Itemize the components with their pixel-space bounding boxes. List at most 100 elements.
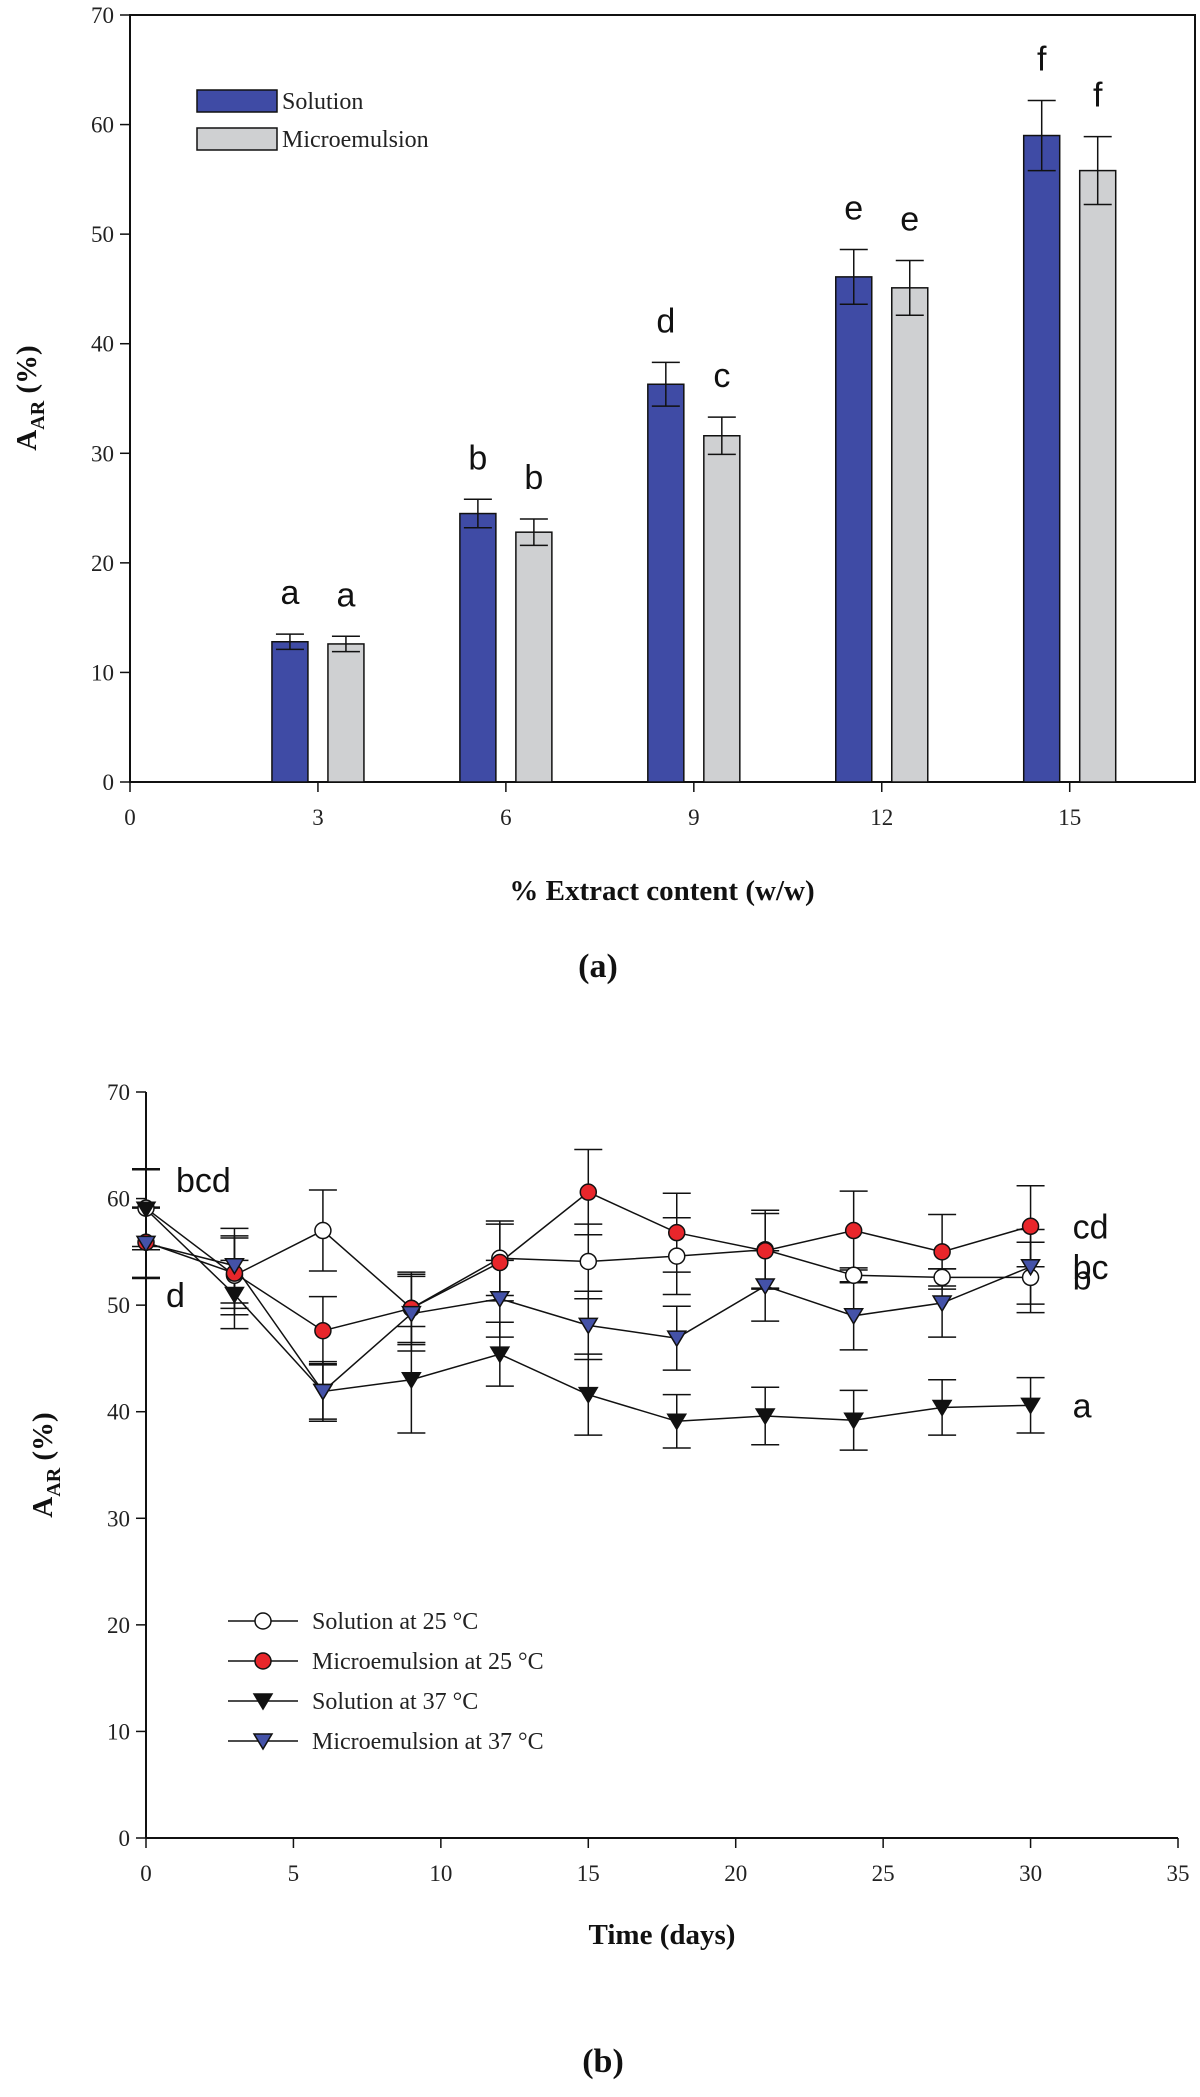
significance-letter: f — [1037, 40, 1047, 78]
panel-b-markers — [135, 1183, 1041, 1431]
x-tick-label: 35 — [1167, 1861, 1190, 1886]
marker-microemulsion-37 — [312, 1383, 334, 1401]
bar-microemulsion — [891, 287, 929, 783]
significance-letter: e — [844, 189, 863, 227]
panel-a-bars — [271, 134, 1117, 783]
panel-b-label: (b) — [582, 2043, 624, 2080]
x-tick-label: 3 — [312, 805, 324, 830]
x-tick-label: 20 — [724, 1861, 747, 1886]
bar-solution — [459, 512, 497, 783]
marker-solution-37 — [931, 1399, 953, 1417]
marker-microemulsion-37 — [931, 1295, 953, 1313]
panel-b-y-axis-title: AAR (%) — [27, 1412, 65, 1517]
panel-a-y-axis-title-tail: (%) — [11, 345, 43, 401]
annotation-d: d — [166, 1277, 185, 1315]
series-letter-microemulsion-37: bc — [1073, 1249, 1109, 1287]
significance-letter: c — [713, 357, 730, 395]
legend-label-microemulsion-37: Microemulsion at 37 °C — [312, 1729, 544, 1755]
legend-label-solution: Solution — [282, 89, 363, 115]
bar-microemulsion — [327, 643, 365, 783]
marker-microemulsion-37 — [224, 1257, 245, 1276]
y-tick-label: 20 — [91, 551, 114, 576]
marker-microemulsion-37 — [754, 1278, 776, 1296]
panel-a-axis-ticks: 0 10 20 30 40 50 60 70 0 3 6 9 12 15 — [91, 3, 1081, 830]
y-tick-label: 60 — [91, 113, 114, 138]
legend-label-microemulsion-25: Microemulsion at 25 °C — [312, 1649, 544, 1675]
bar-microemulsion — [515, 531, 553, 783]
significance-letter: b — [524, 459, 543, 497]
marker-microemulsion-37 — [489, 1291, 511, 1309]
series-letter-solution-37: a — [1073, 1387, 1092, 1425]
marker-solution-37 — [843, 1412, 864, 1430]
x-tick-label: 5 — [288, 1861, 300, 1886]
legend-marker-microemulsion-25 — [254, 1652, 272, 1670]
x-tick-label: 6 — [500, 805, 512, 830]
marker-solution-37 — [135, 1201, 157, 1219]
x-tick-label: 0 — [124, 805, 136, 830]
y-tick-label: 70 — [91, 3, 114, 28]
panel-a-label: (a) — [578, 948, 618, 985]
x-tick-label: 30 — [1019, 1861, 1042, 1886]
significance-letter: a — [280, 574, 299, 612]
bar-solution — [647, 383, 685, 783]
y-tick-label: 30 — [91, 441, 114, 466]
panel-b-y-axis-title-tail: (%) — [27, 1412, 59, 1468]
x-tick-label: 15 — [1058, 805, 1081, 830]
marker-microemulsion-25 — [933, 1243, 951, 1261]
y-tick-label: 10 — [107, 1719, 130, 1744]
legend-label-microemulsion: Microemulsion — [282, 127, 429, 153]
marker-solution-37 — [224, 1286, 245, 1304]
x-tick-label: 25 — [872, 1861, 895, 1886]
y-tick-label: 0 — [103, 770, 115, 795]
series-letter-microemulsion-25: cd — [1073, 1208, 1109, 1246]
y-tick-label: 40 — [107, 1400, 130, 1425]
panel-a-bar-chart: 0 10 20 30 40 50 60 70 0 3 6 9 12 15 a b d e f a b c e f Solut… — [11, 3, 1196, 985]
y-tick-label: 20 — [107, 1613, 130, 1638]
marker-microemulsion-37 — [401, 1305, 422, 1324]
marker-solution-37 — [401, 1371, 422, 1390]
significance-letter: e — [900, 200, 919, 238]
marker-solution-25 — [314, 1221, 332, 1240]
significance-letter: f — [1093, 77, 1103, 115]
bar-microemulsion — [1078, 169, 1117, 783]
panel-a-legend: Solution Microemulsion — [196, 89, 429, 153]
significance-letter: a — [336, 576, 355, 614]
marker-microemulsion-37 — [666, 1330, 688, 1348]
panel-b-significance-letters: b cd a bc — [1073, 1208, 1109, 1425]
y-tick-label: 30 — [107, 1506, 130, 1531]
panel-a-y-axis-title: AAR (%) — [11, 345, 49, 450]
panel-a-y-axis-title-sub: AR — [27, 400, 49, 429]
marker-microemulsion-37 — [1020, 1259, 1041, 1277]
panel-a-y-axis-title-main: A — [11, 430, 43, 451]
bar-solution — [835, 276, 873, 783]
y-tick-label: 40 — [91, 332, 114, 357]
panel-b-y-axis-title-main: A — [27, 1497, 59, 1518]
y-tick-label: 50 — [91, 222, 114, 247]
marker-solution-37 — [489, 1346, 511, 1364]
y-tick-label: 70 — [107, 1080, 130, 1105]
marker-microemulsion-37 — [577, 1317, 599, 1335]
marker-solution-25 — [844, 1266, 863, 1285]
bar-microemulsion — [703, 435, 741, 783]
marker-solution-25 — [667, 1247, 686, 1265]
x-tick-label: 15 — [577, 1861, 600, 1886]
marker-solution-37 — [577, 1386, 599, 1405]
marker-microemulsion-25 — [579, 1183, 598, 1201]
panel-b-axis-ticks: 0 10 20 30 40 50 60 70 0 5 10 15 20 25 30 35 — [107, 1080, 1190, 1886]
marker-microemulsion-37 — [843, 1308, 864, 1326]
panel-b-legend: Solution at 25 °C Microemulsion at 25 °C… — [228, 1609, 544, 1755]
marker-microemulsion-25 — [1021, 1217, 1040, 1236]
significance-letter: b — [468, 439, 487, 477]
x-tick-label: 10 — [429, 1861, 452, 1886]
legend-label-solution-37: Solution at 37 °C — [312, 1689, 478, 1715]
marker-solution-25 — [579, 1252, 598, 1271]
annotation-bcd: bcd — [176, 1162, 231, 1200]
panel-a-error-bars — [275, 99, 1112, 653]
marker-microemulsion-25 — [314, 1321, 332, 1340]
panel-b-x-axis-title: Time (days) — [589, 1919, 736, 1951]
y-tick-label: 0 — [119, 1826, 131, 1851]
marker-solution-25 — [933, 1268, 951, 1287]
panel-b-y-axis-title-sub: AR — [43, 1467, 65, 1496]
